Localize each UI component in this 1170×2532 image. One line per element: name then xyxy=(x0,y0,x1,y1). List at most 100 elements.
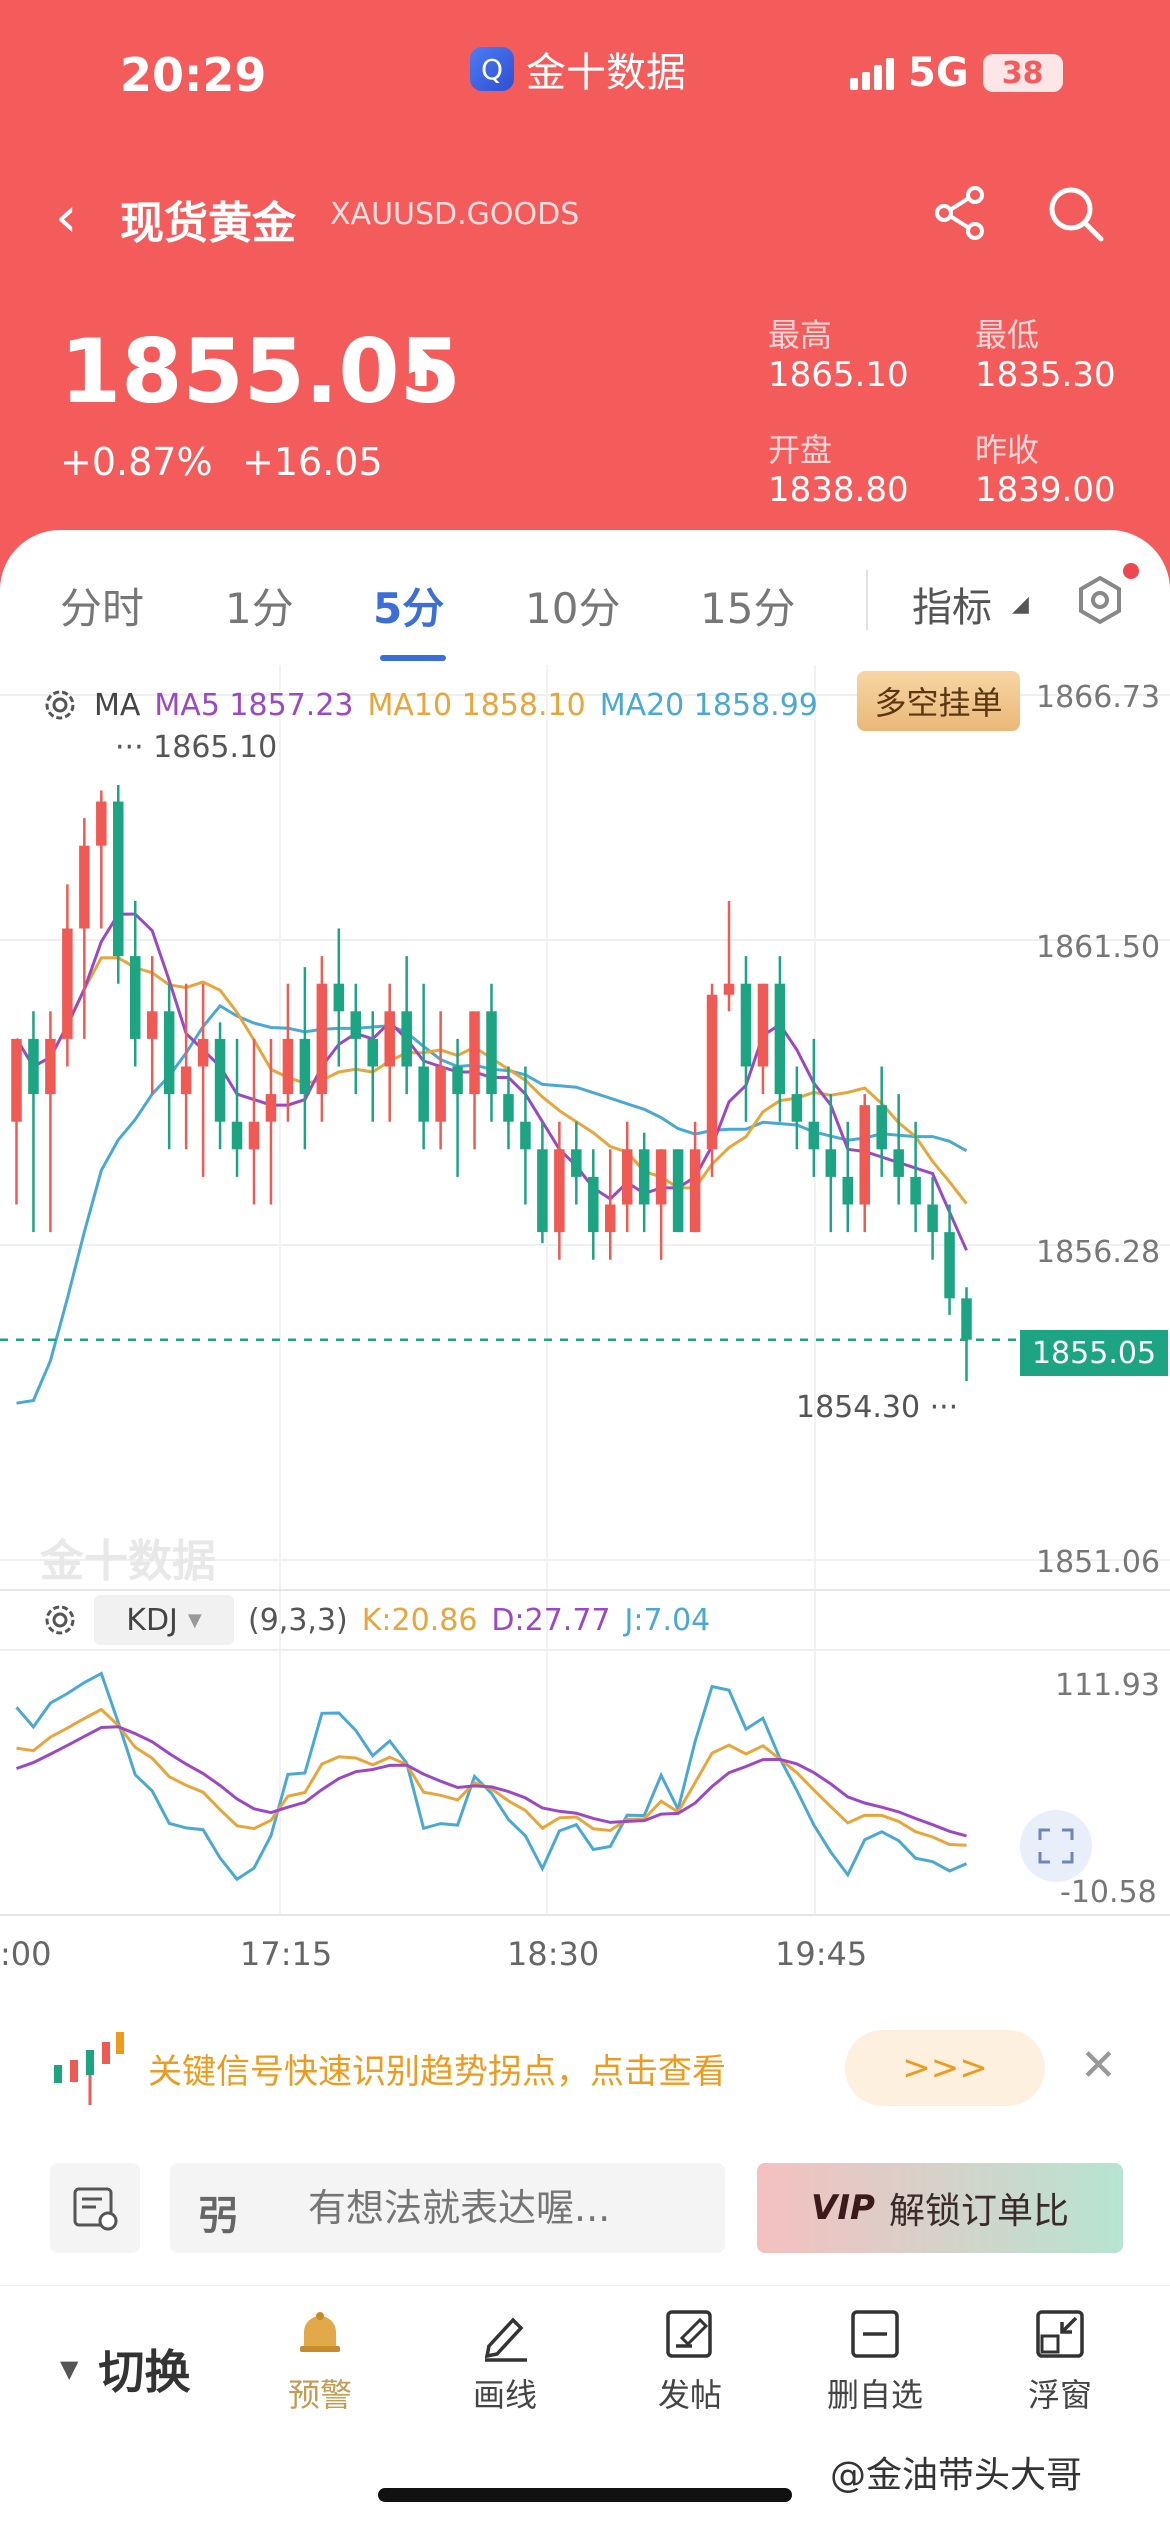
candle-body xyxy=(452,1066,463,1095)
candle-body xyxy=(723,983,735,995)
candle-body xyxy=(248,1121,260,1150)
edit-note-icon xyxy=(666,2310,712,2358)
candle-body xyxy=(808,1121,820,1150)
current-price-tag: 1855.05 xyxy=(1020,1330,1168,1376)
candle-body xyxy=(163,1011,175,1095)
tool-label: 预警 xyxy=(287,2376,352,2414)
order-button[interactable]: 多空挂单 xyxy=(857,671,1020,731)
kdj-indicator-select[interactable]: KDJ ▼ xyxy=(94,1595,234,1645)
x-tick-label: 19:45 xyxy=(775,1935,868,1973)
candle-body xyxy=(113,801,124,957)
tool-label: 浮窗 xyxy=(1027,2376,1092,2414)
indicator-menu[interactable]: 指标 xyxy=(912,585,992,631)
candle-body xyxy=(180,1066,192,1095)
draw-line-button[interactable]: 画线 xyxy=(435,2306,575,2416)
bottom-toolbar: ▼ 切换 预警 画线 发帖 删自选 xyxy=(0,2285,1170,2515)
kdj-j-line xyxy=(15,1671,968,1882)
candle-body xyxy=(910,1176,921,1205)
quote-header: 20:29 Q 金十数据 5G 38 ‹ 现货黄金 XAUUSD.GOODS xyxy=(0,0,1170,600)
candle-body xyxy=(401,1011,412,1067)
gear-icon[interactable] xyxy=(40,685,80,725)
candle-body xyxy=(299,1038,311,1095)
kline-chart[interactable]: MA MA5 1857.23 MA10 1858.10 MA20 1858.99… xyxy=(0,665,1170,1995)
bell-icon xyxy=(300,2312,340,2352)
tool-label: 发帖 xyxy=(657,2376,722,2414)
search-icon[interactable] xyxy=(1045,183,1107,249)
promo-more-button[interactable]: >>> xyxy=(845,2030,1045,2106)
promo-banner[interactable]: 关键信号快速识别趋势拐点，点击查看 >>> ✕ xyxy=(0,2010,1170,2125)
ma5-legend: MA5 1857.23 xyxy=(154,687,354,723)
candle-body xyxy=(367,1038,379,1067)
kdj-k-line xyxy=(16,1707,967,1847)
remove-watchlist-button[interactable]: 删自选 xyxy=(805,2306,945,2416)
comment-input[interactable] xyxy=(170,2163,725,2253)
tab-15min[interactable]: 15分 xyxy=(700,584,796,633)
emoji-icon[interactable]: 弜 xyxy=(198,2193,238,2239)
kdj-d-line xyxy=(16,1725,967,1838)
status-app-name: 金十数据 xyxy=(526,50,686,96)
close-icon[interactable]: ✕ xyxy=(1080,2040,1117,2091)
share-icon[interactable] xyxy=(930,183,990,247)
candle-body xyxy=(28,1038,39,1095)
candle-body xyxy=(655,1149,667,1205)
candle-body xyxy=(571,1149,582,1177)
low-value: 1835.30 xyxy=(975,355,1116,395)
candle-body xyxy=(774,983,786,1095)
vip-label: 解锁订单比 xyxy=(888,2191,1069,2232)
tab-10min[interactable]: 10分 xyxy=(525,584,621,633)
float-window-icon xyxy=(1036,2310,1084,2358)
candle-body xyxy=(672,1149,684,1233)
y-tick-label: 1851.06 xyxy=(1036,1545,1161,1580)
candle-body xyxy=(842,1176,854,1205)
prev-close-value: 1839.00 xyxy=(975,470,1116,510)
promo-text: 关键信号快速识别趋势拐点，点击查看 xyxy=(148,2052,726,2092)
chart-canvas[interactable] xyxy=(0,665,1170,1995)
candle-body xyxy=(638,1149,650,1205)
kdj-select-label: KDJ xyxy=(126,1602,178,1638)
candle-body xyxy=(604,1204,616,1233)
candle-body xyxy=(740,983,752,1067)
candle-body xyxy=(537,1149,548,1233)
comment-row: 弜 VIP 解锁订单比 xyxy=(0,2145,1170,2265)
status-time: 20:29 xyxy=(120,48,267,102)
candle-body xyxy=(333,983,345,1012)
tab-timeshare[interactable]: 分时 xyxy=(60,584,145,633)
period-high-label: ··· 1865.10 xyxy=(115,730,278,765)
vip-unlock-button[interactable]: VIP 解锁订单比 xyxy=(757,2163,1123,2253)
candle-body xyxy=(588,1176,599,1233)
candle-body xyxy=(282,1038,294,1095)
change-amount: +16.05 xyxy=(242,440,383,484)
candle-body xyxy=(350,1011,362,1039)
post-button[interactable]: 发帖 xyxy=(620,2306,760,2416)
back-icon[interactable]: ‹ xyxy=(55,185,78,250)
candle-body xyxy=(79,845,90,929)
prev-close-label: 昨收 xyxy=(975,431,1040,469)
gear-icon[interactable] xyxy=(40,1600,80,1640)
network-label: 5G xyxy=(908,50,969,96)
tab-1min[interactable]: 1分 xyxy=(225,584,294,633)
fullscreen-icon[interactable] xyxy=(1020,1810,1092,1882)
float-window-button[interactable]: 浮窗 xyxy=(990,2306,1130,2416)
switch-button[interactable]: ▼ 切换 xyxy=(60,2336,190,2402)
candle-body xyxy=(11,1038,22,1122)
tab-5min[interactable]: 5分 xyxy=(373,584,445,633)
candle-body xyxy=(876,1105,887,1150)
candle-body xyxy=(384,1011,395,1067)
note-icon[interactable] xyxy=(50,2163,140,2253)
y-tick-label: 1861.50 xyxy=(1036,930,1161,965)
candle-body xyxy=(825,1149,837,1177)
candle-body xyxy=(706,994,718,1150)
status-indicators: 5G 38 xyxy=(850,50,1063,96)
switch-label: 切换 xyxy=(98,2345,191,2399)
caret-down-icon: ▼ xyxy=(60,2355,79,2383)
candle-body xyxy=(197,1038,209,1067)
hexagon-settings-icon[interactable] xyxy=(1077,575,1123,629)
candle-body xyxy=(961,1298,972,1340)
x-tick-label: 18:30 xyxy=(507,1935,600,1973)
open-value: 1838.80 xyxy=(768,470,909,510)
alert-button[interactable]: 预警 xyxy=(250,2306,390,2416)
candle-body xyxy=(62,928,73,1039)
minus-box-icon xyxy=(851,2310,899,2358)
candle-body xyxy=(214,1038,226,1122)
page-title: 现货黄金 xyxy=(120,198,296,249)
